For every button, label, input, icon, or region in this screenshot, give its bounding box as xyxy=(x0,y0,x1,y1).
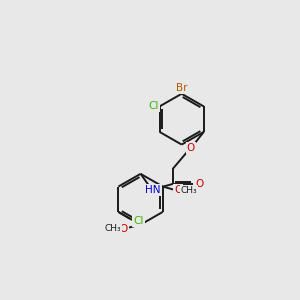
Text: O: O xyxy=(195,179,204,189)
Text: Cl: Cl xyxy=(134,216,144,226)
Text: Cl: Cl xyxy=(148,101,158,112)
Text: CH₃: CH₃ xyxy=(181,186,197,195)
Text: O: O xyxy=(187,143,195,153)
Text: O: O xyxy=(174,185,182,195)
Text: Br: Br xyxy=(176,82,188,93)
Text: O: O xyxy=(119,224,128,233)
Text: HN: HN xyxy=(145,185,161,195)
Text: CH₃: CH₃ xyxy=(104,224,121,233)
